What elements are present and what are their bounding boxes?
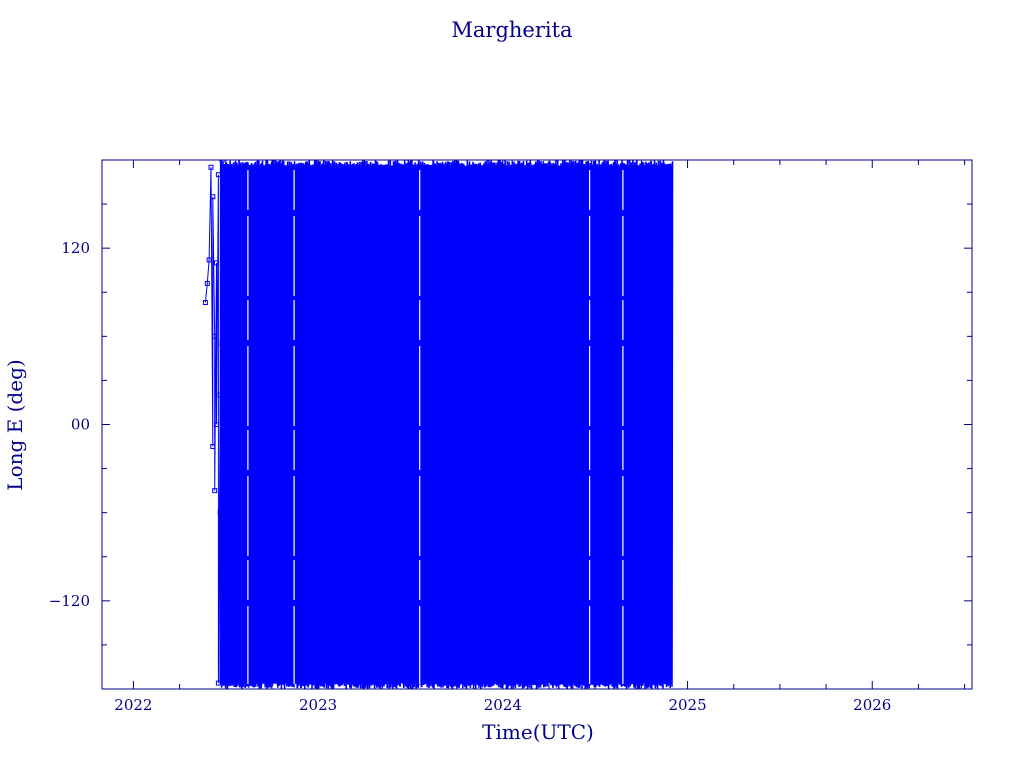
- plot-area: [202, 160, 674, 689]
- data-point-marker: [212, 333, 218, 339]
- x-tick-label: 2022: [114, 696, 152, 714]
- y-tick-label: 120: [61, 239, 90, 257]
- data-point-marker: [204, 280, 210, 286]
- data-point-marker: [208, 164, 214, 170]
- x-tick-label: 2023: [299, 696, 337, 714]
- data-point-marker: [212, 488, 218, 494]
- data-point-marker: [210, 194, 216, 200]
- x-tick-label: 2024: [484, 696, 522, 714]
- x-axis-label: Time(UTC): [482, 720, 594, 744]
- data-point-marker: [206, 257, 212, 263]
- data-point-marker: [214, 422, 219, 427]
- chart-title: Margherita: [451, 18, 572, 42]
- axis-ticks: [102, 160, 972, 689]
- x-tick-label: 2025: [668, 696, 706, 714]
- data-point-marker: [202, 300, 208, 305]
- data-point-marker: [214, 260, 219, 266]
- data-point-marker: [210, 444, 216, 449]
- y-axis-label: Long E (deg): [3, 359, 27, 490]
- data-point-marker: [219, 160, 225, 163]
- series-trace-dense: [219, 160, 674, 689]
- tick-labels: 2022 2023 2024 2025 2026 120 00 −120: [49, 239, 892, 714]
- y-tick-label: −120: [49, 592, 90, 610]
- y-tick-label: 00: [71, 416, 90, 434]
- x-tick-label: 2026: [853, 696, 891, 714]
